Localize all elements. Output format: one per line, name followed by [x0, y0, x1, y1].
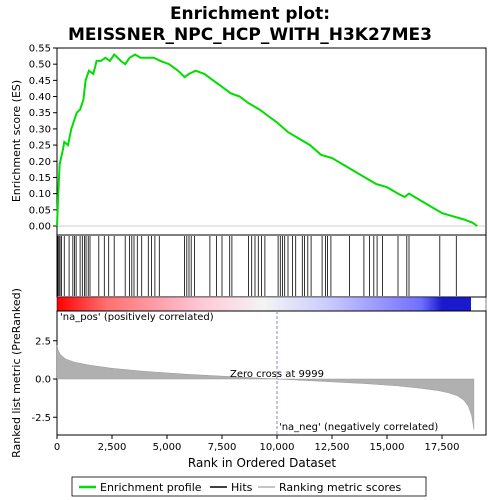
metric-xlabel: Rank in Ordered Dataset — [188, 456, 336, 470]
na-pos-label: 'na_pos' (positively correlated) — [60, 312, 214, 323]
es-ylabel: Enrichment score (ES) — [10, 80, 23, 202]
es-ytick-label: 0.25 — [29, 141, 51, 152]
es-ytick-label: 0.10 — [29, 189, 51, 200]
metric-xtick-label: 0 — [54, 442, 60, 453]
metric-y-ticks: 2.5 0.0 -2.5 — [31, 336, 57, 424]
es-ytick-label: 0.00 — [29, 222, 51, 233]
metric-panel: Zero cross at 9999 'na_neg' (negatively … — [10, 288, 487, 470]
legend-enrichment-label: Enrichment profile — [100, 481, 202, 494]
metric-xtick-label: 7,500 — [208, 442, 237, 453]
heatmap-panel: 'na_pos' (positively correlated) — [56, 296, 487, 323]
es-ytick-label: 0.15 — [29, 173, 51, 184]
es-panel-frame — [56, 47, 487, 236]
legend-frame — [71, 476, 427, 497]
es-y-ticks: 0.00 0.05 0.10 0.15 0.20 0.25 0.30 0.35 0.40 0.45… — [29, 44, 57, 233]
metric-ytick-label: 2.5 — [35, 336, 51, 347]
rank-heatmap-bar — [57, 297, 471, 311]
es-ytick-label: 0.45 — [29, 76, 51, 87]
legend-hits-label: Hits — [231, 481, 253, 494]
enrichment-profile-line — [56, 52, 478, 227]
es-panel: 0.00 0.05 0.10 0.15 0.20 0.25 0.30 0.35 0.40 0.45… — [10, 44, 487, 236]
chart-title-line2: MEISSNER_NPC_HCP_WITH_H3K27ME3 — [68, 25, 432, 45]
zero-cross-label: Zero cross at 9999 — [230, 369, 324, 380]
metric-ylabel: Ranked list metric (PreRanked) — [10, 288, 23, 458]
metric-xtick-label: 17,500 — [425, 442, 460, 453]
es-ytick-label: 0.55 — [29, 44, 51, 55]
legend: Enrichment profile Hits Ranking metric s… — [71, 476, 427, 497]
metric-xtick-label: 2,500 — [98, 442, 127, 453]
es-ytick-label: 0.30 — [29, 124, 51, 135]
legend-metric-label: Ranking metric scores — [279, 481, 401, 494]
es-ytick-label: 0.05 — [29, 205, 51, 216]
metric-xtick-label: 5,000 — [153, 442, 182, 453]
metric-xtick-label: 12,500 — [315, 442, 350, 453]
es-ytick-label: 0.40 — [29, 92, 51, 103]
metric-x-ticks: 0 2,500 5,000 7,500 10,000 12,500 15,000 17,500 — [54, 435, 460, 453]
es-ytick-label: 0.35 — [29, 108, 51, 119]
metric-ytick-label: -2.5 — [31, 413, 51, 424]
chart-title-line1: Enrichment plot: — [170, 4, 330, 24]
hits-panel-frame — [56, 234, 487, 298]
na-neg-label: 'na_neg' (negatively correlated) — [279, 422, 438, 433]
es-ytick-label: 0.20 — [29, 157, 51, 168]
metric-xtick-label: 15,000 — [370, 442, 405, 453]
metric-ytick-label: 0.0 — [35, 375, 51, 386]
ranking-metric-area — [56, 345, 475, 430]
es-ytick-label: 0.50 — [29, 60, 51, 71]
metric-xtick-label: 10,000 — [260, 442, 295, 453]
hits-panel — [56, 234, 487, 298]
